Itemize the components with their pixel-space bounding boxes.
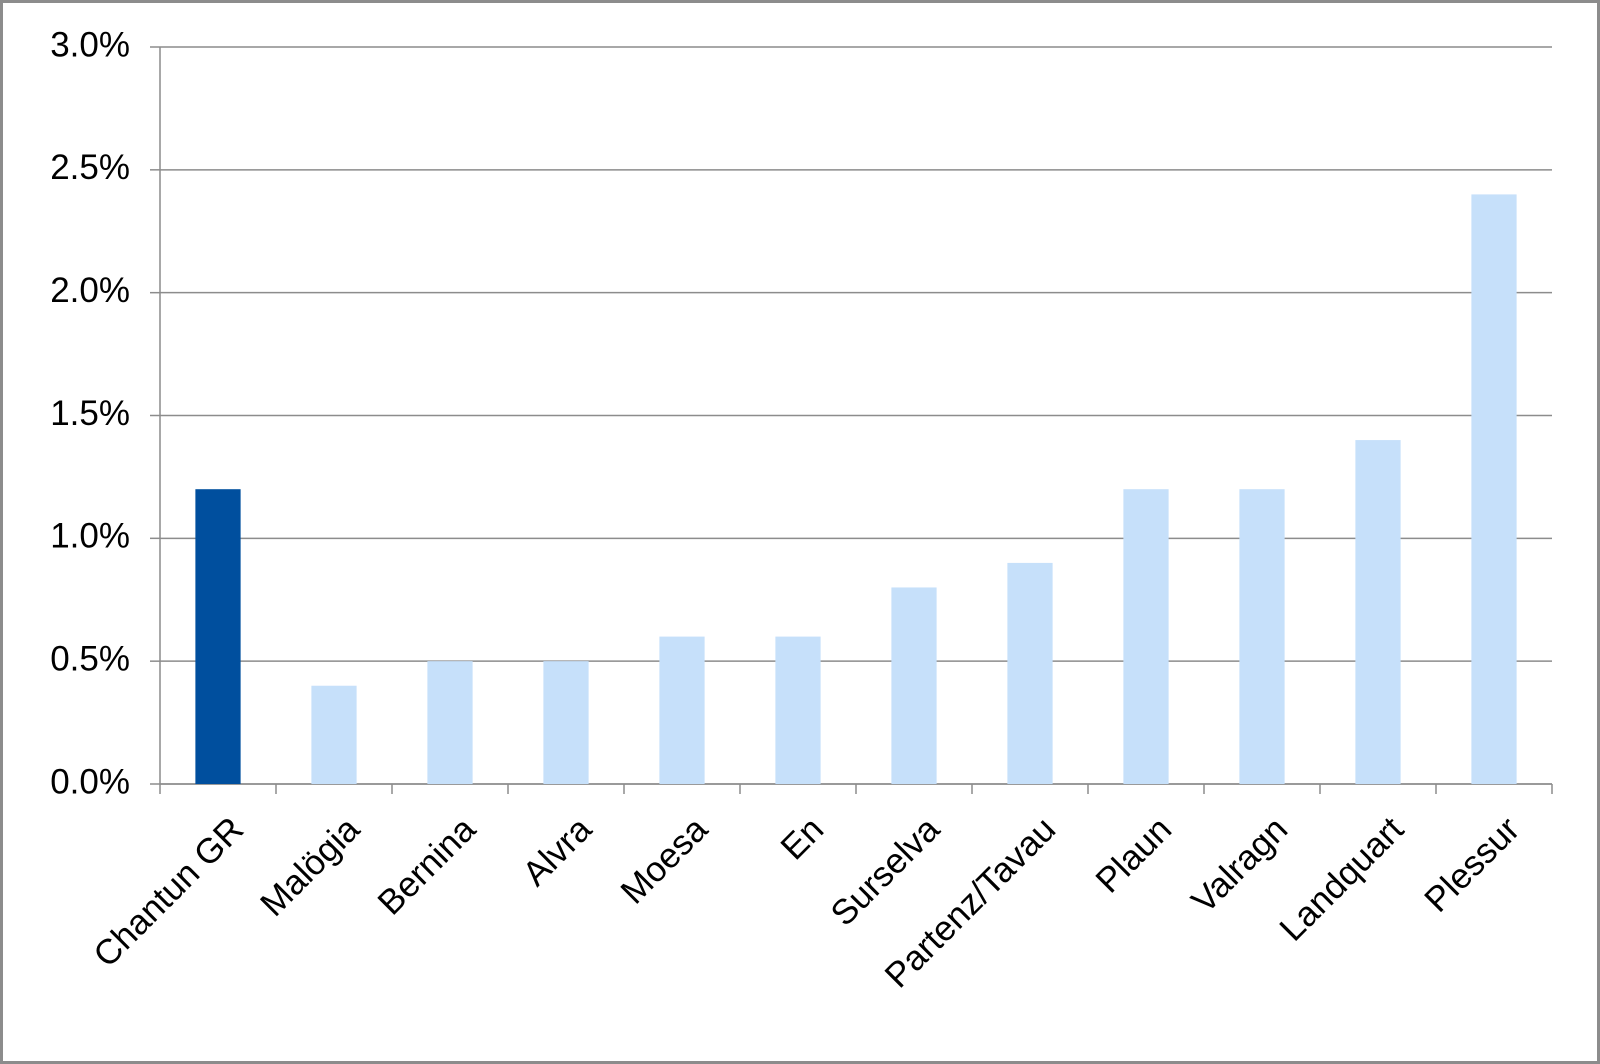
bar: [1123, 489, 1169, 784]
y-tick-label: 2.0%: [50, 271, 130, 310]
y-tick-label: 1.5%: [50, 394, 130, 433]
bar: [427, 661, 473, 784]
bar: [1007, 562, 1053, 784]
y-tick-label: 1.0%: [50, 517, 130, 556]
y-tick-label: 2.5%: [50, 148, 130, 187]
y-tick-label: 0.0%: [50, 762, 130, 801]
bar: [775, 636, 821, 784]
bar: [543, 661, 589, 784]
bar: [1355, 440, 1401, 784]
bar: [891, 587, 937, 784]
y-tick-label: 3.0%: [50, 25, 130, 64]
bar: [659, 636, 705, 784]
bar: [195, 489, 241, 784]
y-tick-label: 0.5%: [50, 639, 130, 678]
bar: [1239, 489, 1285, 784]
bar: [311, 685, 357, 784]
bar: [1471, 194, 1517, 784]
